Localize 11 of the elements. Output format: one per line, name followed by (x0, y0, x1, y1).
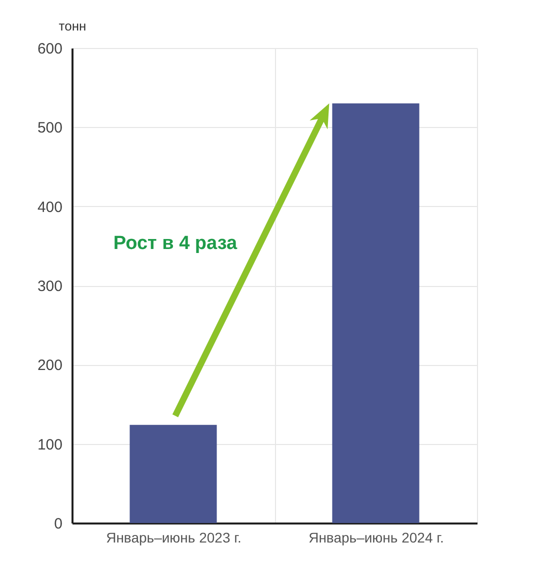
x-tick-label: Январь–июнь 2023 г. (106, 530, 242, 546)
annotation: Рост в 4 раза (113, 232, 238, 254)
y-tick-label: 400 (37, 198, 62, 216)
x-tick-label: Январь–июнь 2024 г. (308, 530, 444, 546)
y-tick-label: 100 (37, 436, 62, 454)
y-tick-label: 300 (37, 278, 62, 295)
y-tick-label: 200 (37, 357, 62, 374)
y-tick-label: 0 (54, 516, 62, 532)
y-axis-title: тонн (58, 18, 86, 34)
y-tick-label: 600 (37, 40, 62, 58)
y-tick-label: 500 (37, 120, 62, 137)
